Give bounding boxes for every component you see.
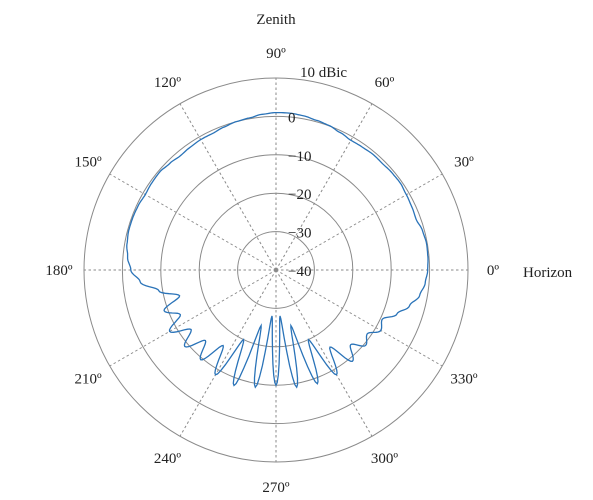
angle-label: 60º	[375, 75, 395, 91]
radial-tick-label: −40	[288, 264, 311, 280]
grid-spoke	[179, 269, 277, 437]
grid-spoke	[275, 173, 443, 271]
horizon-label: Horizon	[523, 265, 573, 281]
angle-label: 240º	[154, 451, 182, 467]
series-line	[126, 111, 429, 389]
grid-spoke	[109, 269, 277, 367]
grid-spoke	[109, 173, 277, 271]
angle-label: 210º	[74, 372, 102, 388]
angle-label: 30º	[454, 155, 474, 171]
radial-tick-label: −20	[288, 187, 311, 203]
angle-labels: 0º 30º 60º 90º 120º 150º 180º 210º 240º 270º 300º 3…	[45, 46, 499, 496]
grid-spokes	[84, 78, 468, 462]
zenith-label: Zenith	[256, 12, 296, 28]
grid-spoke	[179, 103, 277, 271]
angle-label: 300º	[371, 451, 399, 467]
angle-label: 0º	[487, 263, 500, 279]
grid-spoke	[275, 103, 373, 271]
angle-label: 330º	[450, 372, 478, 388]
radial-tick-label: 0	[288, 110, 296, 126]
angle-label: 90º	[266, 46, 286, 62]
radial-tick-label: −30	[288, 226, 311, 242]
angle-label: 270º	[262, 480, 290, 496]
angle-label: 150º	[74, 155, 102, 171]
radial-tick-label: −10	[288, 149, 311, 165]
grid-spoke	[275, 269, 373, 437]
radial-unit-label: 10 dBic	[300, 65, 347, 81]
grid-spoke	[275, 269, 443, 367]
grid-ring	[121, 115, 431, 425]
angle-label: 180º	[45, 263, 73, 279]
series-layer	[126, 111, 429, 389]
grid-ring	[237, 231, 315, 309]
radial-tick-labels: 0 −10 −20 −30 −40	[288, 110, 311, 280]
angle-label: 120º	[154, 75, 182, 91]
